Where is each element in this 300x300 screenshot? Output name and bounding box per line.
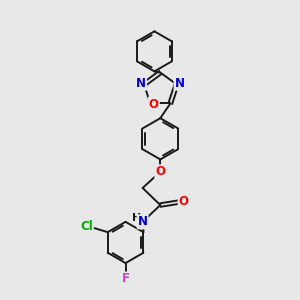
Text: N: N	[138, 215, 148, 228]
Text: O: O	[155, 165, 165, 178]
Text: Cl: Cl	[80, 220, 93, 233]
Text: O: O	[178, 195, 189, 208]
Text: N: N	[136, 77, 146, 90]
Text: F: F	[122, 272, 130, 286]
Text: H: H	[132, 213, 141, 223]
Text: N: N	[175, 77, 184, 90]
Text: O: O	[149, 98, 159, 110]
